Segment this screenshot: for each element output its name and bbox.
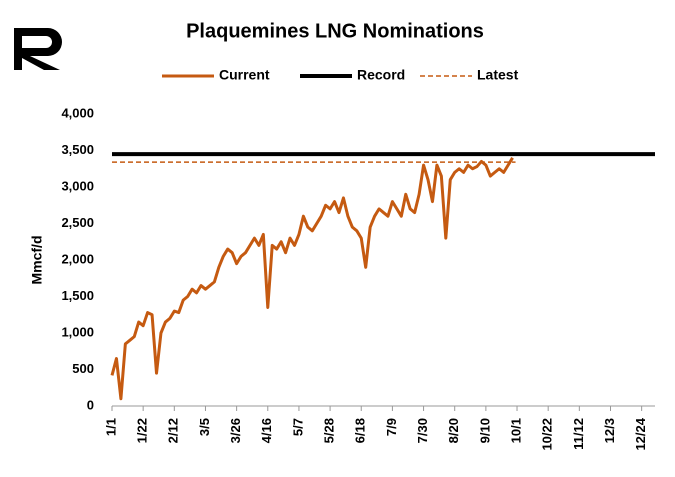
- x-tick-label: 7/9: [384, 418, 399, 436]
- logo: [14, 28, 62, 70]
- x-tick-label: 5/7: [290, 418, 305, 436]
- y-tick-label: 4,000: [61, 105, 94, 120]
- x-tick-label: 4/16: [259, 418, 274, 443]
- x-tick-label: 1/22: [135, 418, 150, 443]
- y-tick-label: 0: [87, 397, 94, 412]
- x-tick-label: 10/1: [508, 418, 523, 443]
- y-tick-label: 3,000: [61, 178, 94, 193]
- x-tick-label: 5/28: [322, 418, 337, 443]
- y-tick-label: 1,000: [61, 324, 94, 339]
- x-tick-label: 6/18: [353, 418, 368, 443]
- x-tick-label: 2/12: [166, 418, 181, 443]
- y-tick-label: 2,500: [61, 215, 94, 230]
- chart-title: Plaquemines LNG Nominations: [186, 20, 484, 42]
- x-tick-label: 1/1: [103, 418, 118, 436]
- x-tick-label: 7/30: [415, 418, 430, 443]
- x-tick-label: 12/3: [602, 418, 617, 443]
- y-tick-label: 1,500: [61, 288, 94, 303]
- legend-label: Current: [219, 67, 270, 83]
- y-tick-label: 2,000: [61, 251, 94, 266]
- x-tick-label: 10/22: [540, 418, 555, 451]
- x-tick-label: 11/12: [571, 418, 586, 450]
- series-line: [110, 157, 514, 401]
- x-tick-label: 3/5: [197, 418, 212, 436]
- y-tick-label: 3,500: [61, 142, 94, 157]
- x-tick-label: 8/20: [446, 418, 461, 443]
- x-tick-label: 3/26: [228, 418, 243, 443]
- y-tick-label: 500: [72, 361, 94, 376]
- legend-label: Record: [357, 67, 405, 83]
- x-tick-label: 9/10: [477, 418, 492, 443]
- legend-label: Latest: [477, 67, 519, 83]
- x-tick-label: 12/24: [633, 417, 648, 450]
- y-axis-label: Mmcf/d: [29, 236, 45, 285]
